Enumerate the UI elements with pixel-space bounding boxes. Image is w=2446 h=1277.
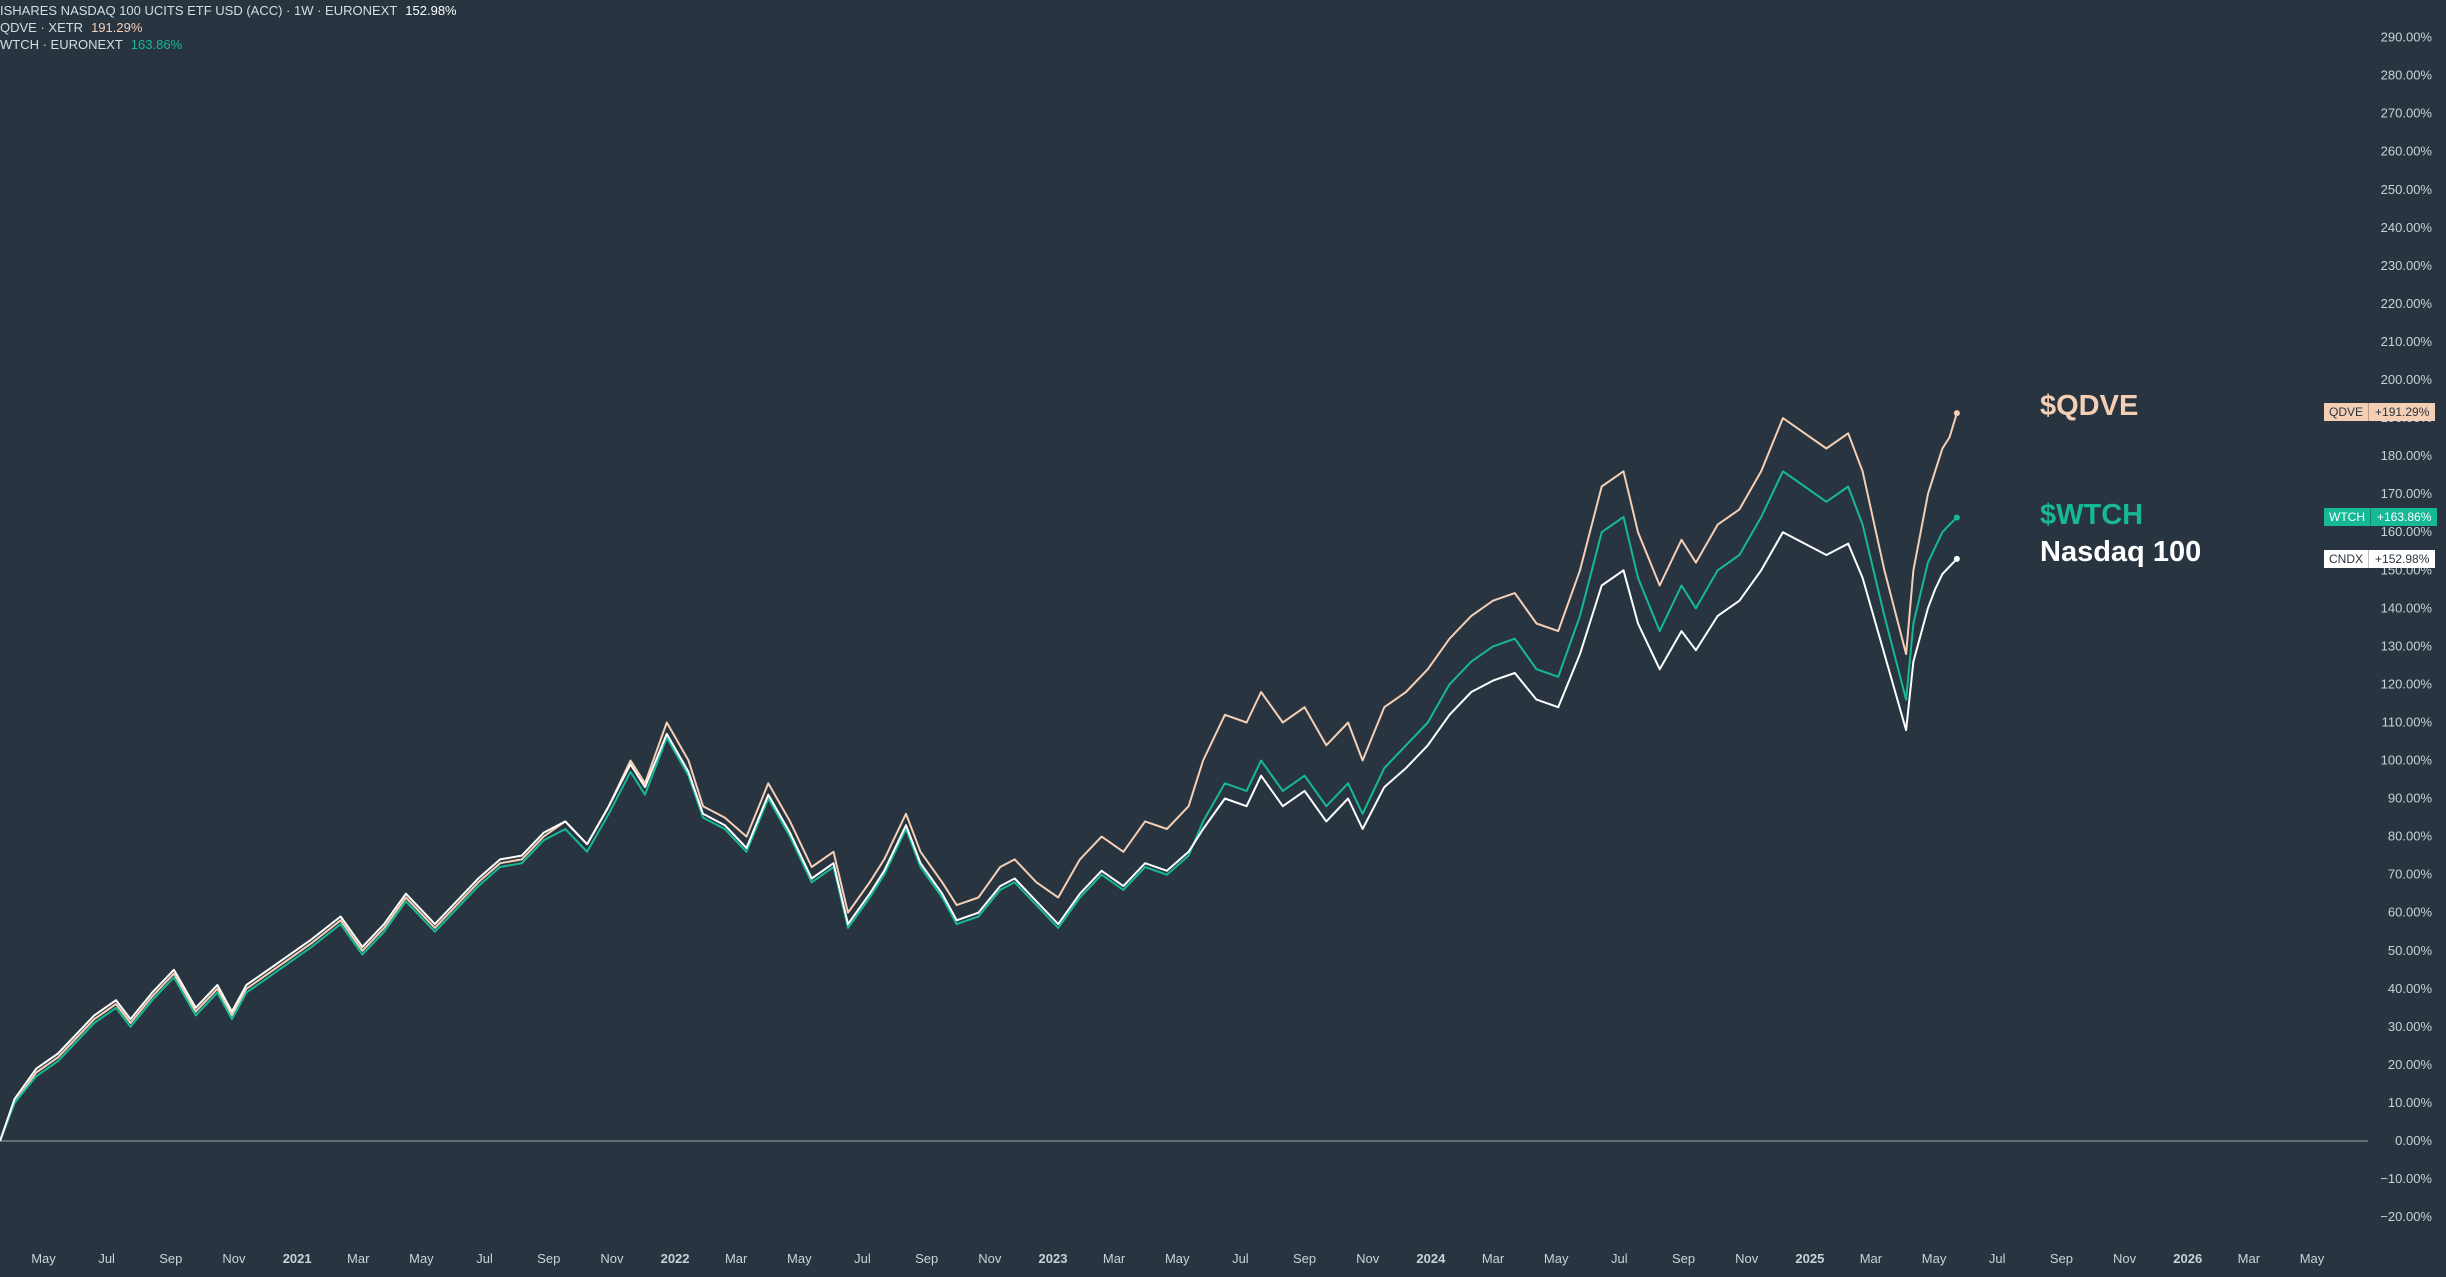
y-tick-label: 200.00% <box>2381 372 2433 387</box>
x-tick-label: 2024 <box>1416 1251 1446 1266</box>
y-tick-label: 250.00% <box>2381 182 2433 197</box>
y-tick-label: 290.00% <box>2381 30 2433 45</box>
y-tick-label: 130.00% <box>2381 638 2433 653</box>
x-tick-label: 2025 <box>1795 1251 1824 1266</box>
last-point-wtch <box>1953 514 1960 521</box>
legend-name: ISHARES NASDAQ 100 UCITS ETF USD (ACC) ·… <box>0 3 398 18</box>
legend: ISHARES NASDAQ 100 UCITS ETF USD (ACC) ·… <box>0 2 457 53</box>
y-tick-label: 80.00% <box>2388 829 2433 844</box>
x-tick-label: 2021 <box>283 1251 312 1266</box>
badge-ticker: QDVE <box>2329 405 2364 419</box>
x-tick-label: Sep <box>915 1251 938 1266</box>
y-tick-label: 40.00% <box>2388 981 2433 996</box>
x-tick-label: Mar <box>2238 1251 2261 1266</box>
badge-ticker: CNDX <box>2329 552 2364 566</box>
series-line-wtch[interactable] <box>0 470 1958 1142</box>
legend-name: QDVE · XETR <box>0 20 84 35</box>
legend-item-cndx[interactable]: ISHARES NASDAQ 100 UCITS ETF USD (ACC) ·… <box>0 2 457 19</box>
y-tick-label: 20.00% <box>2388 1057 2433 1072</box>
y-tick-label: 230.00% <box>2381 258 2433 273</box>
y-tick-label: −20.00% <box>2380 1209 2432 1224</box>
legend-value: 163.86% <box>130 37 183 52</box>
y-tick-label: 160.00% <box>2381 524 2433 539</box>
price-badge-cndx: CNDX +152.98% <box>2324 550 2436 568</box>
x-tick-label: Nov <box>222 1251 246 1266</box>
nasdaq-annotation: Nasdaq 100 <box>2040 536 2202 568</box>
wtch-annotation: $WTCH <box>2040 499 2144 531</box>
y-tick-label: 60.00% <box>2388 905 2433 920</box>
y-tick-label: 260.00% <box>2381 144 2433 159</box>
y-tick-label: 170.00% <box>2381 486 2433 501</box>
y-tick-label: 10.00% <box>2388 1095 2433 1110</box>
y-tick-label: 30.00% <box>2388 1019 2433 1034</box>
legend-value: 191.29% <box>91 20 143 35</box>
legend-item-wtch[interactable]: WTCH · EURONEXT 163.86% <box>0 36 457 53</box>
x-tick-label: Nov <box>2113 1251 2137 1266</box>
x-tick-label: May <box>1922 1251 1947 1266</box>
x-tick-label: Sep <box>159 1251 182 1266</box>
y-tick-label: 70.00% <box>2388 867 2433 882</box>
y-tick-label: −10.00% <box>2380 1171 2432 1186</box>
x-tick-label: May <box>1165 1251 1190 1266</box>
price-badge-wtch: WTCH +163.86% <box>2324 508 2438 526</box>
x-tick-label: 2022 <box>661 1251 690 1266</box>
badge-ticker: WTCH <box>2329 510 2365 524</box>
x-tick-label: Mar <box>725 1251 748 1266</box>
x-tick-label: Jul <box>1989 1251 2006 1266</box>
y-tick-label: 110.00% <box>2382 714 2433 729</box>
x-tick-label: Nov <box>1735 1251 1759 1266</box>
x-tick-label: 2026 <box>2173 1251 2202 1266</box>
legend-item-qdve[interactable]: QDVE · XETR 191.29% <box>0 19 457 36</box>
legend-name: WTCH · EURONEXT <box>0 37 123 52</box>
y-tick-label: 210.00% <box>2381 334 2433 349</box>
x-tick-label: Nov <box>1356 1251 1380 1266</box>
badge-value: +163.86% <box>2370 508 2437 526</box>
last-point-qdve <box>1953 410 1960 417</box>
y-tick-label: 180.00% <box>2381 448 2433 463</box>
x-tick-label: Jul <box>476 1251 493 1266</box>
x-tick-label: Jul <box>854 1251 871 1266</box>
x-tick-label: May <box>1544 1251 1569 1266</box>
qdve-annotation: $QDVE <box>2040 390 2139 422</box>
x-tick-label: Mar <box>1482 1251 1505 1266</box>
x-tick-label: Sep <box>2050 1251 2073 1266</box>
x-tick-label: May <box>31 1251 56 1266</box>
series-line-qdve[interactable] <box>0 412 1958 1142</box>
y-tick-label: 100.00% <box>2381 753 2433 768</box>
price-badge-qdve: QDVE +191.29% <box>2324 403 2436 421</box>
y-tick-label: 270.00% <box>2381 106 2433 121</box>
y-tick-label: 220.00% <box>2381 296 2433 311</box>
x-tick-label: Mar <box>347 1251 370 1266</box>
x-tick-label: Jul <box>1611 1251 1628 1266</box>
x-tick-label: May <box>787 1251 812 1266</box>
y-tick-label: 90.00% <box>2388 791 2433 806</box>
y-tick-label: 50.00% <box>2388 943 2433 958</box>
series-line-cndx[interactable] <box>0 531 1958 1142</box>
x-tick-label: Sep <box>1293 1251 1316 1266</box>
legend-value: 152.98% <box>405 3 457 18</box>
x-tick-label: Mar <box>1860 1251 1883 1266</box>
last-point-cndx <box>1953 555 1960 562</box>
y-tick-label: 280.00% <box>2381 68 2433 83</box>
y-tick-label: 240.00% <box>2381 220 2433 235</box>
x-tick-label: Jul <box>98 1251 115 1266</box>
x-tick-label: 2023 <box>1039 1251 1068 1266</box>
y-tick-label: 120.00% <box>2381 676 2433 691</box>
y-tick-label: 140.00% <box>2381 600 2433 615</box>
x-tick-label: Mar <box>1103 1251 1126 1266</box>
x-tick-label: Nov <box>978 1251 1002 1266</box>
badge-value: +152.98% <box>2368 550 2435 568</box>
x-tick-label: May <box>2300 1251 2325 1266</box>
x-tick-label: Sep <box>1672 1251 1695 1266</box>
badge-value: +191.29% <box>2368 403 2435 421</box>
x-tick-label: May <box>409 1251 434 1266</box>
x-tick-label: Jul <box>1232 1251 1249 1266</box>
x-tick-label: Sep <box>537 1251 560 1266</box>
x-tick-label: Nov <box>600 1251 624 1266</box>
y-tick-label: 0.00% <box>2395 1133 2432 1148</box>
